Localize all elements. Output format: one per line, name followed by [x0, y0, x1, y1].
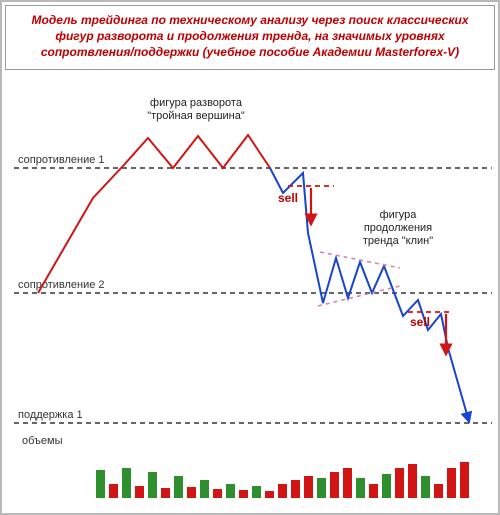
sell-label-sell1: sell — [278, 191, 298, 205]
volume-bar — [226, 484, 235, 498]
level-label-res1: сопротивление 1 — [18, 154, 105, 166]
volume-bar — [304, 476, 313, 498]
volume-bar — [382, 474, 391, 498]
volume-bar — [317, 478, 326, 498]
volume-bar — [434, 484, 443, 498]
volume-bar — [395, 468, 404, 498]
volume-label: объемы — [22, 435, 63, 447]
volume-bar — [343, 468, 352, 498]
wedge-line-1 — [318, 286, 400, 306]
volume-bar — [291, 480, 300, 498]
volume-bar — [200, 480, 209, 498]
volume-bar — [161, 488, 170, 498]
volume-bar — [174, 476, 183, 498]
volume-bar — [187, 487, 196, 498]
volume-bar — [369, 484, 378, 498]
volume-bar — [460, 462, 469, 498]
chart-container: сопротивление 1 сопротивление 2 поддержка … — [8, 68, 492, 509]
volume-bar — [122, 468, 131, 498]
title-box: Модель трейдинга по техническому анализу… — [5, 5, 495, 70]
annot-wedge: фигурапродолжениятренда "клин" — [363, 209, 433, 247]
title-text: Модель трейдинга по техническому анализу… — [32, 13, 469, 59]
volume-bar — [252, 486, 261, 498]
volume-bar — [408, 464, 417, 498]
volume-bar — [239, 490, 248, 498]
volume-bar — [96, 470, 105, 498]
wedge-line-0 — [320, 252, 400, 268]
volume-bar — [109, 484, 118, 498]
annot-triple-top: фигура разворота"тройная вершина" — [147, 97, 245, 122]
volume-bar — [330, 472, 339, 498]
level-label-sup1: поддержка 1 — [18, 409, 83, 421]
volume-bar — [278, 484, 287, 498]
volume-bar — [421, 476, 430, 498]
volume-bar — [135, 486, 144, 498]
price-chart: сопротивление 1 сопротивление 2 поддержка … — [8, 68, 496, 513]
frame: Модель трейдинга по техническому анализу… — [0, 0, 500, 515]
volume-bar — [265, 491, 274, 498]
sell-label-sell2: sell — [410, 315, 430, 329]
volume-bar — [213, 489, 222, 498]
level-label-res2: сопротивление 2 — [18, 279, 105, 291]
volume-bar — [148, 472, 157, 498]
volume-bar — [447, 468, 456, 498]
volume-bar — [356, 478, 365, 498]
